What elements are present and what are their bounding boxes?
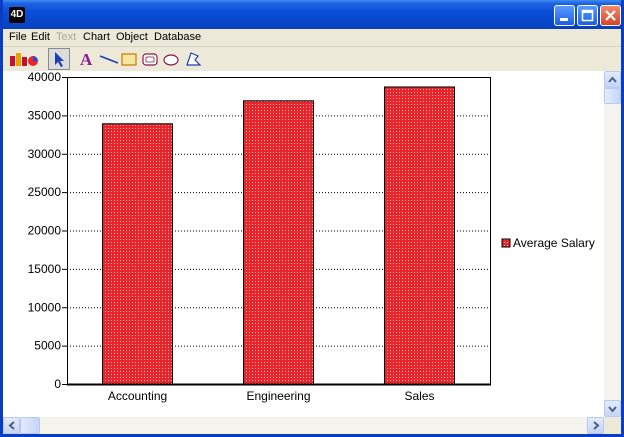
arrow-pointer-icon — [55, 52, 64, 67]
y-tick-label: 35000 — [28, 108, 62, 122]
rectangle-tool[interactable] — [119, 48, 141, 70]
polygon-tool[interactable] — [183, 48, 205, 70]
menu-text[interactable]: Text — [56, 31, 77, 43]
menu-bar: File Edit Text Chart Object Database — [3, 29, 621, 46]
scrollbar-corner — [604, 417, 621, 434]
y-tick-label: 10000 — [28, 300, 62, 314]
arrow-pointer-tool[interactable] — [48, 48, 70, 70]
y-tick-label: 5000 — [34, 339, 61, 353]
vertical-scrollbar[interactable] — [604, 71, 621, 417]
x-tick-label: Sales — [404, 389, 434, 403]
rounded-rectangle-tool-icon — [142, 53, 158, 66]
title-bar[interactable]: 4D — [3, 0, 621, 29]
y-tick-label: 0 — [54, 377, 61, 391]
app-icon: 4D — [9, 7, 25, 23]
y-tick-label: 25000 — [28, 185, 62, 199]
vertical-scroll-thumb[interactable] — [604, 88, 621, 104]
polygon-tool-icon — [186, 52, 202, 66]
menu-file[interactable]: File — [9, 31, 27, 43]
minimize-icon — [560, 18, 568, 21]
text-tool[interactable]: A — [76, 48, 98, 70]
chart-type-icon — [10, 53, 38, 66]
y-tick-label: 20000 — [28, 224, 62, 238]
menu-edit[interactable]: Edit — [31, 31, 50, 43]
chevron-left-icon — [8, 421, 15, 430]
scroll-right-button[interactable] — [587, 417, 604, 434]
y-tick-label: 15000 — [28, 262, 62, 276]
bar — [102, 123, 173, 385]
chart-type-tool[interactable] — [8, 48, 40, 70]
scroll-down-button[interactable] — [604, 400, 621, 417]
line-tool-icon — [99, 55, 119, 64]
toolbar: A — [3, 46, 621, 71]
bar-chart: 0 5000 10000 15000 20000 25000 30000 35000 40000… — [28, 71, 595, 403]
close-button[interactable] — [600, 5, 621, 26]
rounded-rectangle-tool[interactable] — [140, 48, 162, 70]
bar — [243, 100, 314, 385]
text-tool-icon: A — [80, 50, 93, 69]
horizontal-scrollbar[interactable] — [3, 417, 604, 434]
menu-chart[interactable]: Chart — [83, 31, 110, 43]
maximize-button[interactable] — [577, 5, 598, 26]
bar — [384, 86, 455, 385]
menu-database[interactable]: Database — [154, 31, 202, 43]
maximize-icon — [581, 9, 594, 22]
y-tick-label: 30000 — [28, 147, 62, 161]
legend-swatch — [501, 238, 511, 248]
svg-text:A: A — [80, 50, 93, 69]
chevron-up-icon — [608, 76, 617, 83]
y-tick-label: 40000 — [28, 71, 62, 84]
line-tool[interactable] — [98, 48, 120, 70]
oval-tool[interactable] — [161, 48, 183, 70]
rectangle-tool-icon — [121, 53, 137, 66]
chart-canvas[interactable]: 0 5000 10000 15000 20000 25000 30000 35000 40000… — [3, 71, 604, 417]
minimize-button[interactable] — [554, 5, 575, 26]
chevron-down-icon — [608, 406, 617, 413]
legend-label: Average Salary — [513, 236, 595, 250]
scroll-up-button[interactable] — [604, 71, 621, 88]
horizontal-scroll-thumb[interactable] — [20, 417, 40, 434]
scroll-left-button[interactable] — [3, 417, 20, 434]
x-tick-label: Engineering — [246, 389, 310, 403]
chevron-right-icon — [593, 421, 600, 430]
menu-object[interactable]: Object — [116, 31, 148, 43]
close-icon — [605, 10, 616, 21]
x-tick-label: Accounting — [108, 389, 167, 403]
oval-tool-icon — [163, 54, 179, 66]
